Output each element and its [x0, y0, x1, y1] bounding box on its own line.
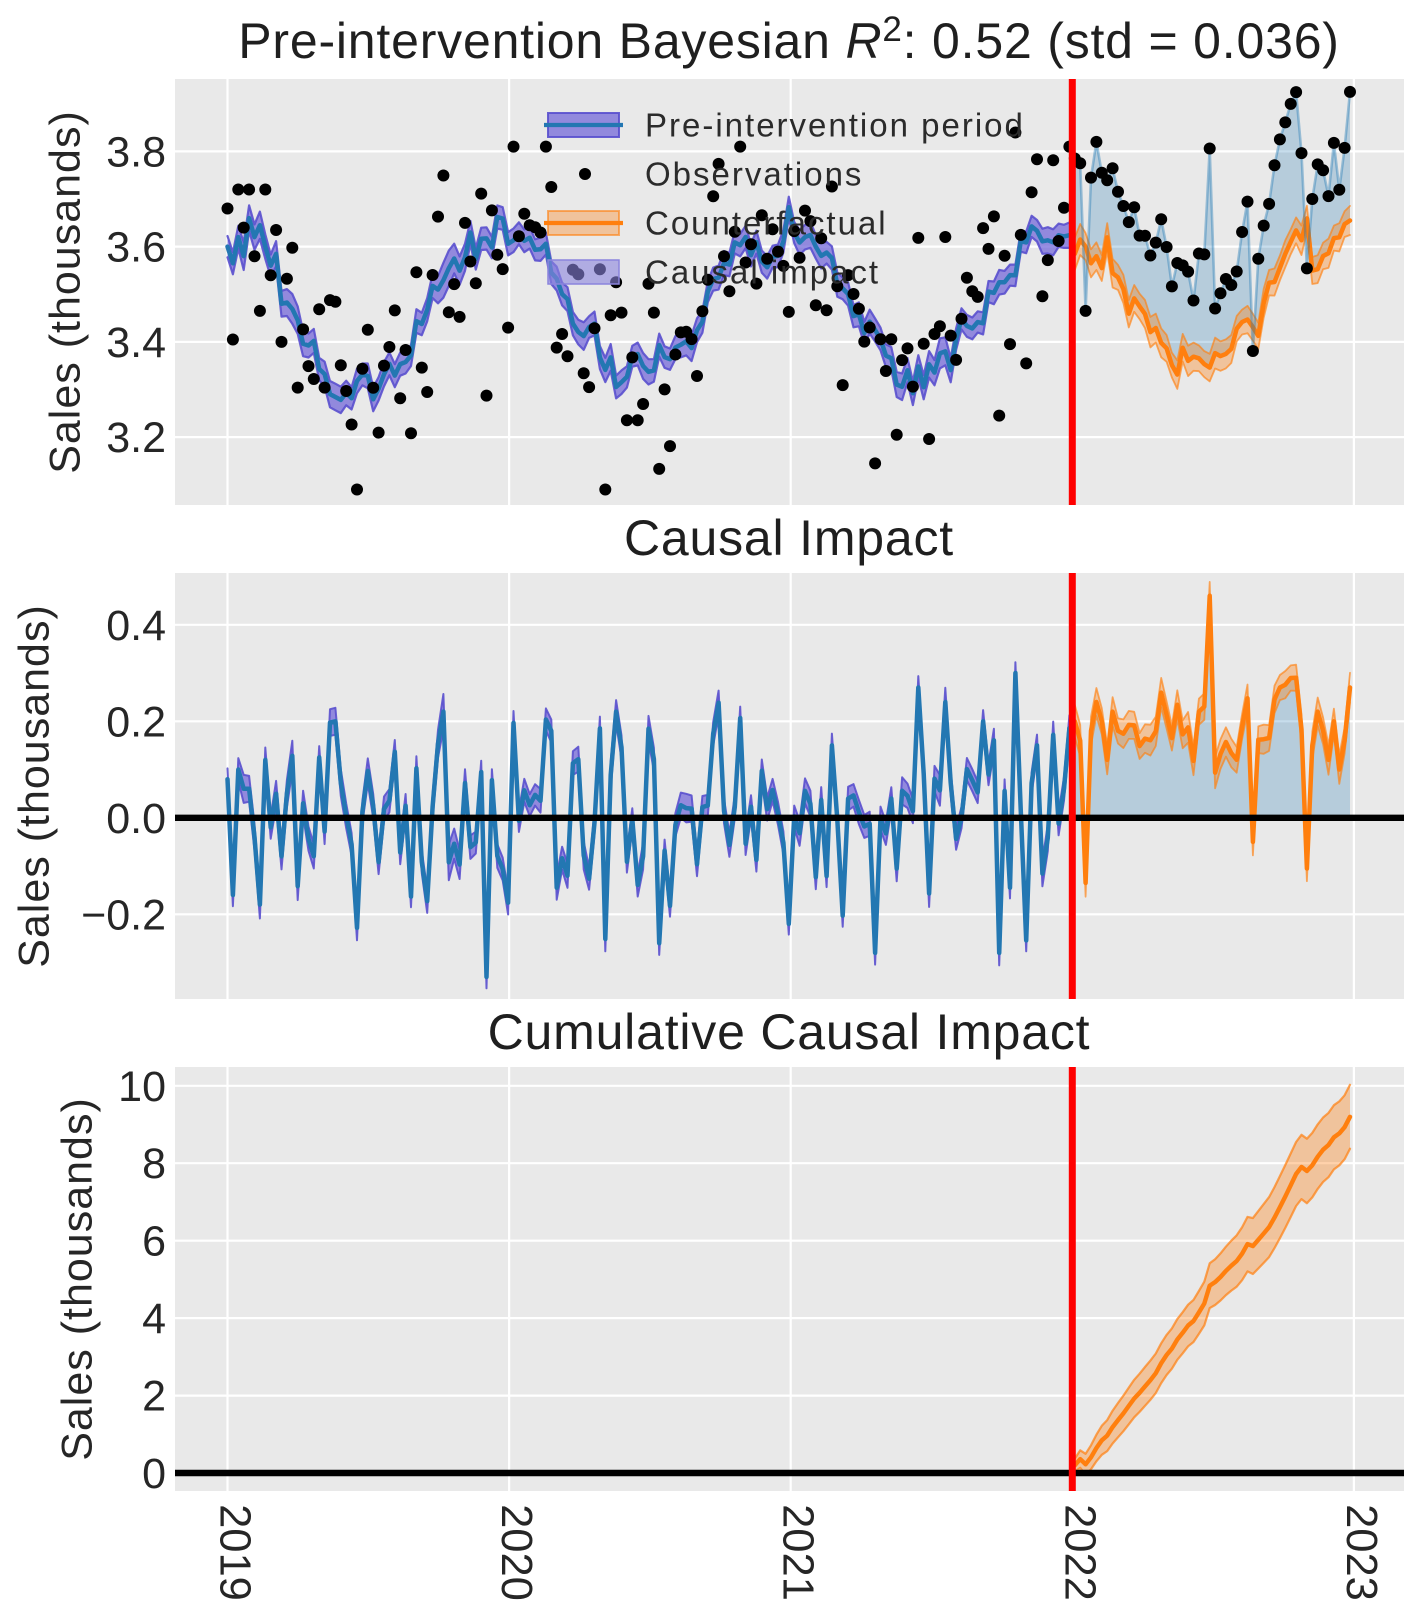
svg-text:Pre-intervention period: Pre-intervention period [645, 107, 1025, 144]
svg-text:Causal impact: Causal impact [645, 254, 880, 291]
svg-text:Sales (thousands): Sales (thousands) [42, 110, 90, 474]
svg-text:8: 8 [142, 1140, 166, 1188]
svg-text:Causal Impact: Causal Impact [624, 510, 954, 566]
svg-text:2: 2 [142, 1373, 166, 1421]
svg-text:Sales (thousands): Sales (thousands) [11, 604, 59, 968]
svg-text:3.2: 3.2 [106, 414, 166, 462]
svg-text:2020: 2020 [492, 1504, 540, 1601]
svg-text:6: 6 [142, 1218, 166, 1266]
svg-text:0.4: 0.4 [106, 602, 166, 650]
svg-text:Counterfactual: Counterfactual [645, 205, 888, 242]
svg-text:2019: 2019 [211, 1504, 259, 1601]
svg-text:4: 4 [142, 1295, 166, 1343]
svg-text:3.4: 3.4 [106, 319, 166, 367]
svg-text:2021: 2021 [774, 1504, 822, 1601]
svg-text:10: 10 [118, 1063, 166, 1111]
svg-text:2023: 2023 [1337, 1504, 1385, 1601]
svg-text:Observations: Observations [645, 156, 863, 193]
svg-text:0.2: 0.2 [106, 698, 166, 746]
svg-text:3.6: 3.6 [106, 224, 166, 272]
svg-text:Sales (thousands): Sales (thousands) [54, 1097, 102, 1461]
svg-text:3.8: 3.8 [106, 128, 166, 176]
svg-text:2022: 2022 [1055, 1504, 1103, 1601]
svg-text:0.0: 0.0 [106, 795, 166, 843]
svg-text:0: 0 [142, 1450, 166, 1498]
svg-text:−0.2: −0.2 [81, 891, 166, 939]
svg-text:Cumulative Causal Impact: Cumulative Causal Impact [488, 1004, 1091, 1060]
svg-text:Pre-intervention Bayesian R2:: Pre-intervention Bayesian R2: 0.52 (std … [238, 10, 1340, 69]
